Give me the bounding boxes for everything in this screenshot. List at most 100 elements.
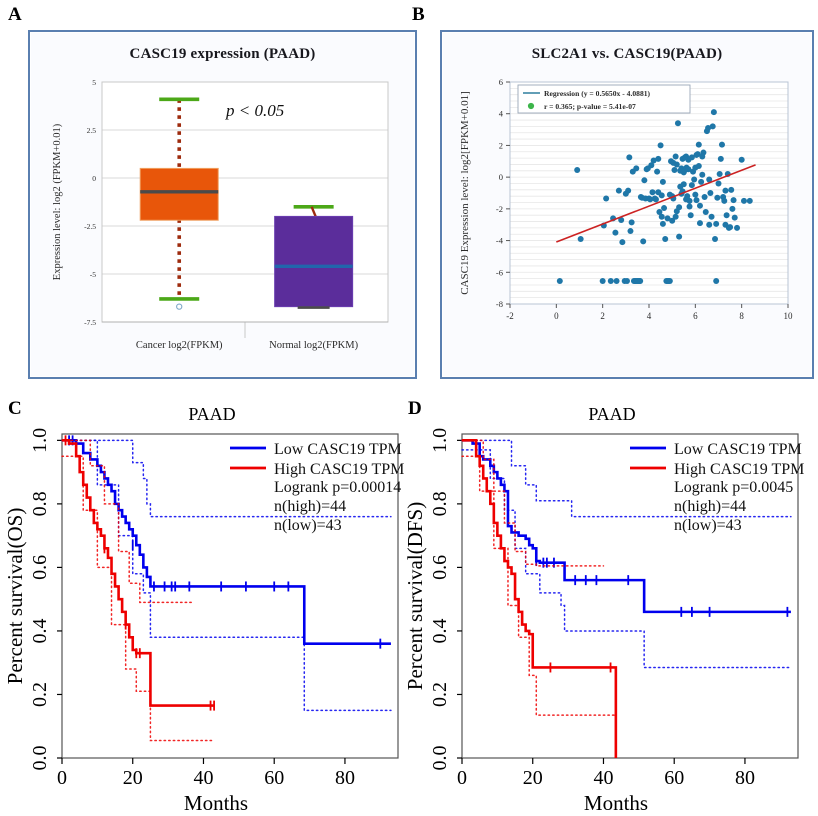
panel-a-plot: 5 2.5 0 -2.5 -5 -7.5 Cancer log2(FPKM) Normal l… xyxy=(52,78,389,351)
panel-a-ytick: 5 xyxy=(92,78,96,87)
svg-text:0: 0 xyxy=(92,174,96,183)
km-ci-upper xyxy=(461,439,605,567)
km-xtick: 40 xyxy=(593,767,613,789)
km-curve xyxy=(62,439,215,707)
regression-line xyxy=(556,164,756,243)
km-ytick: 0.0 xyxy=(429,746,451,771)
panel-b-xtick: -2 xyxy=(506,311,514,321)
km-curve xyxy=(462,439,791,614)
panel-b-ytick: 0 xyxy=(499,172,503,182)
panel-b-ytick: -6 xyxy=(496,267,503,277)
panel-a-ytick: -2.5 xyxy=(84,222,96,231)
panel-a-title: CASC19 expression (PAAD) xyxy=(129,46,316,62)
panel-b-legend: Regression (y = 0.5650x - 4.0881) r = 0.3… xyxy=(517,84,691,114)
km-stat-line: n(low)=43 xyxy=(274,517,342,534)
km-stat-line: n(low)=43 xyxy=(674,517,742,534)
panel-b-frame: SLC2A1 vs. CASC19(PAAD) 6 4 2 0 -2 -4 -6 -8 -2 0 2… xyxy=(440,30,814,379)
km-ci-lower xyxy=(61,455,215,742)
panel-b-ytick: -8 xyxy=(496,299,503,309)
km-plot-frame xyxy=(461,433,799,759)
svg-text:-5: -5 xyxy=(90,270,96,279)
panel-a-xtick-label: Normal log2(FPKM) xyxy=(269,340,358,351)
panel-a-ytick: 2.5 xyxy=(87,126,97,135)
km-xlabel: Months xyxy=(184,791,248,813)
panel-c-plot: PAAD 0.0 0.2 0.4 0.6 0.8 1.0 0 20 40 60 80 Months Per… xyxy=(3,404,404,813)
panel-d-plot: PAAD 0.0 0.2 0.4 0.6 0.8 1.0 0 20 40 60 80 Months Per… xyxy=(403,404,804,813)
km-ytick: 0.4 xyxy=(29,618,51,643)
panel-b-xtick: 2 xyxy=(600,311,605,321)
panel-letter-c: C xyxy=(8,398,22,419)
panel-a-ytick: -7.5 xyxy=(84,318,96,327)
panel-b-ylabel: CASC19 Expression level: log2[FPKM+0.01] xyxy=(459,91,471,295)
panel-b-xtick: 6 xyxy=(693,311,698,321)
km-stat-line: Logrank p=0.00014 xyxy=(274,479,401,496)
boxplot-box xyxy=(274,215,354,308)
panel-b-ytick: -2 xyxy=(496,204,503,214)
panel-a-ytick: 0 xyxy=(92,174,96,183)
km-series-low xyxy=(461,439,792,669)
km-stat-line: n(high)=44 xyxy=(274,498,346,515)
svg-text:-2.5: -2.5 xyxy=(84,222,96,231)
km-curve xyxy=(462,439,618,758)
svg-text:-7.5: -7.5 xyxy=(84,318,96,327)
km-xtick: 80 xyxy=(335,767,355,789)
km-xtick: 60 xyxy=(264,767,284,789)
km-ci-upper xyxy=(461,439,792,518)
km-legend-label: Low CASC19 TPM xyxy=(674,441,802,458)
km-legend-label: Low CASC19 TPM xyxy=(274,441,402,458)
panel-a-ytick: -5 xyxy=(90,270,96,279)
km-xtick: 40 xyxy=(193,767,213,789)
km-ci-upper xyxy=(61,439,194,604)
km-stat-line: Logrank p=0.0045 xyxy=(674,479,793,496)
panel-letter-a: A xyxy=(8,4,22,25)
km-ytick: 0.8 xyxy=(429,491,451,516)
km-ylabel: Percent survival(OS) xyxy=(3,508,27,685)
boxplot-outlier xyxy=(176,303,183,310)
km-ci-lower xyxy=(461,455,615,716)
panel-b-ytick: -4 xyxy=(496,236,504,246)
km-ytick: 0.6 xyxy=(29,555,51,580)
panel-c-title: PAAD xyxy=(188,404,235,424)
km-xtick: 80 xyxy=(735,767,755,789)
boxplot-cancer xyxy=(139,97,219,310)
panel-a-pvalue: p < 0.05 xyxy=(225,101,284,120)
km-ytick: 0.2 xyxy=(429,682,451,707)
km-ytick: 0.6 xyxy=(429,555,451,580)
km-series-high xyxy=(61,435,215,742)
panel-a-xtick-label: Cancer log2(FPKM) xyxy=(136,340,223,351)
panel-letter-b: B xyxy=(412,4,425,25)
panel-b-xtick: 0 xyxy=(554,311,559,321)
panel-a-ylabel: Expression level: log2 (FPKM+0.01) xyxy=(52,123,63,280)
boxplot-normal xyxy=(274,205,354,309)
km-ci-lower xyxy=(461,449,792,669)
km-xtick: 20 xyxy=(123,767,143,789)
panel-b-ytick: 6 xyxy=(499,77,503,87)
panel-b-ytick: 2 xyxy=(499,140,503,150)
legend-correlation-text: r = 0.365; p-value = 5.41e-07 xyxy=(544,102,636,111)
panel-b-xtick: 4 xyxy=(647,311,652,321)
panel-b-ytick: 4 xyxy=(499,109,504,119)
panel-b-xtick: 8 xyxy=(739,311,744,321)
panel-b-xtick: 10 xyxy=(784,311,794,321)
km-legend-label: High CASC19 TPM xyxy=(274,461,404,478)
scatter-points xyxy=(556,109,753,285)
km-ytick: 1.0 xyxy=(29,428,51,453)
km-stat-line: n(high)=44 xyxy=(674,498,746,515)
km-ytick: 1.0 xyxy=(429,428,451,453)
legend-regression-text: Regression (y = 0.5650x - 4.0881) xyxy=(544,89,651,98)
panel-letter-d: D xyxy=(408,398,422,419)
km-ytick: 0.0 xyxy=(29,746,51,771)
km-ci-upper xyxy=(61,439,392,518)
km-series-high xyxy=(461,439,618,758)
km-xlabel: Months xyxy=(584,791,648,813)
panel-b-title: SLC2A1 vs. CASC19(PAAD) xyxy=(531,46,723,62)
km-xtick: 0 xyxy=(457,767,467,789)
km-xtick: 0 xyxy=(57,767,67,789)
svg-text:p < 0.05: p < 0.05 xyxy=(225,101,284,120)
km-xtick: 60 xyxy=(664,767,684,789)
panel-a-frame: CASC19 expression (PAAD) 5 2.5 0 -2.5 -5 -7.5… xyxy=(28,30,417,379)
km-ytick: 0.2 xyxy=(29,682,51,707)
